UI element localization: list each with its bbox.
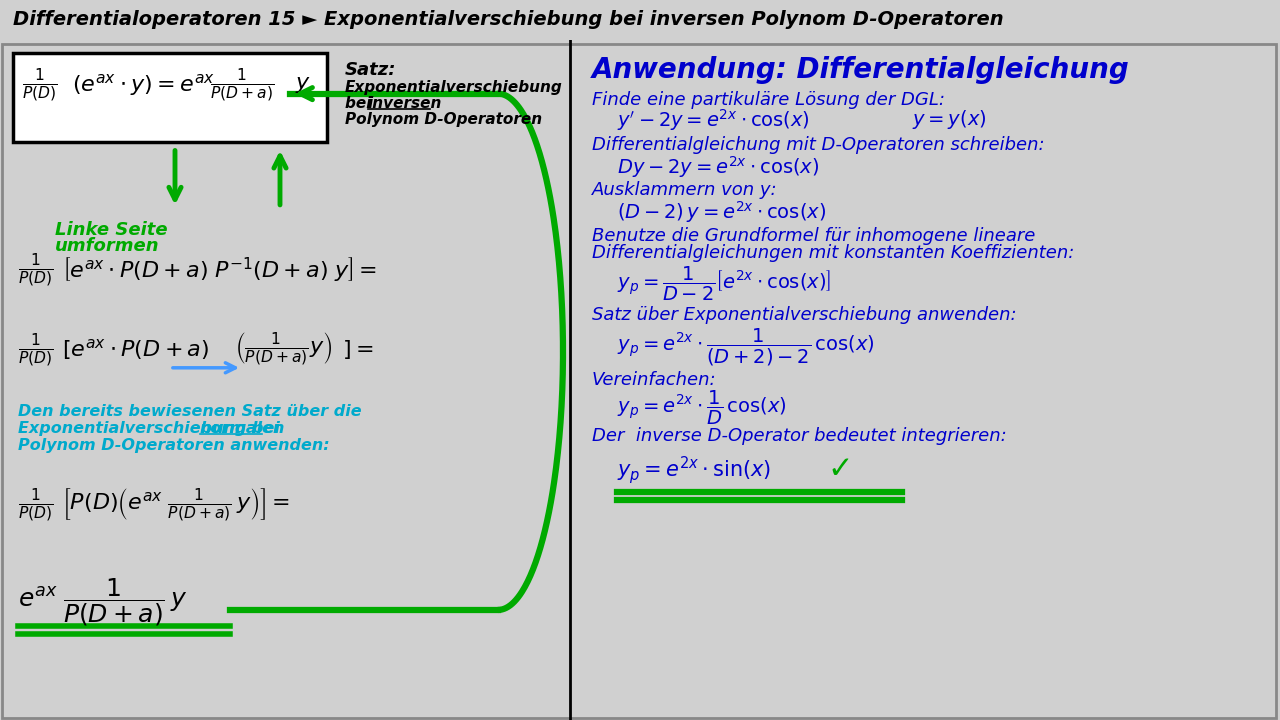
Text: Satz:: Satz:: [346, 60, 397, 78]
Text: $y = y(x)$: $y = y(x)$: [911, 108, 987, 131]
Text: umformen: umformen: [55, 237, 160, 255]
FancyBboxPatch shape: [13, 53, 326, 142]
Text: $\left.\right] =$: $\left.\right] =$: [342, 338, 374, 361]
Text: Vereinfachen:: Vereinfachen:: [591, 371, 717, 389]
Text: Exponentialverschiebung bei: Exponentialverschiebung bei: [18, 421, 285, 436]
Text: $(D - 2)\,y = e^{2x} \cdot \cos(x)$: $(D - 2)\,y = e^{2x} \cdot \cos(x)$: [617, 199, 826, 225]
Text: $\left[P(D)\left(e^{ax}\;\frac{1}{P(D+a)}\,y\right)\right] =$: $\left[P(D)\left(e^{ax}\;\frac{1}{P(D+a)…: [61, 486, 291, 523]
Text: bei: bei: [346, 96, 376, 111]
Text: $\left[e^{ax} \cdot P(D+a)\right.$: $\left[e^{ax} \cdot P(D+a)\right.$: [61, 337, 210, 362]
Text: $\left[e^{ax} \cdot P(D+a)\; P^{-1}(D+a)\; y\right] =$: $\left[e^{ax} \cdot P(D+a)\; P^{-1}(D+a)…: [61, 256, 378, 284]
Text: Der  inverse D-Operator bedeutet integrieren:: Der inverse D-Operator bedeutet integrie…: [591, 427, 1007, 445]
Text: $\frac{1}{P(D+a)}$: $\frac{1}{P(D+a)}$: [210, 66, 274, 104]
FancyArrowPatch shape: [173, 363, 236, 373]
Text: Polynom D-Operatoren: Polynom D-Operatoren: [346, 112, 543, 127]
Text: Differentialoperatoren 15 ► Exponentialverschiebung bei inversen Polynom D-Opera: Differentialoperatoren 15 ► Exponentialv…: [13, 10, 1004, 30]
Text: inversen: inversen: [369, 96, 443, 111]
Text: $\frac{1}{P(D)}$: $\frac{1}{P(D)}$: [18, 331, 54, 369]
Text: $y_p = \dfrac{1}{D-2}\left[e^{2x} \cdot \cos(x)\right]$: $y_p = \dfrac{1}{D-2}\left[e^{2x} \cdot …: [617, 265, 831, 303]
Text: $\left(e^{ax} \cdot y\right) = e^{ax}$: $\left(e^{ax} \cdot y\right) = e^{ax}$: [72, 71, 215, 98]
Text: $\frac{1}{P(D)}$: $\frac{1}{P(D)}$: [18, 486, 54, 523]
Text: Benutze die Grundformel für inhomogene lineare: Benutze die Grundformel für inhomogene l…: [591, 227, 1036, 245]
Text: Finde eine partikuläre Lösung der DGL:: Finde eine partikuläre Lösung der DGL:: [591, 91, 945, 109]
Text: $y$: $y$: [294, 75, 311, 94]
Text: Differentialgleichungen mit konstanten Koeffizienten:: Differentialgleichungen mit konstanten K…: [591, 244, 1074, 262]
Text: $y_p = e^{2x} \cdot \sin(x)$: $y_p = e^{2x} \cdot \sin(x)$: [617, 454, 772, 486]
Text: Differentialgleichung mit D-Operatoren schreiben:: Differentialgleichung mit D-Operatoren s…: [591, 135, 1044, 153]
Text: $Dy - 2y = e^{2x} \cdot \cos(x)$: $Dy - 2y = e^{2x} \cdot \cos(x)$: [617, 154, 819, 179]
Text: Anwendung: Differentialgleichung: Anwendung: Differentialgleichung: [591, 55, 1130, 84]
FancyArrowPatch shape: [274, 156, 287, 205]
Text: $y_p = e^{2x} \cdot \dfrac{1}{D}\,\cos(x)$: $y_p = e^{2x} \cdot \dfrac{1}{D}\,\cos(x…: [617, 389, 787, 427]
Text: ✓: ✓: [827, 455, 852, 485]
Text: $\frac{1}{P(D)}$: $\frac{1}{P(D)}$: [18, 251, 54, 289]
Text: $y_p = e^{2x} \cdot \dfrac{1}{(D+2)-2}\,\cos(x)$: $y_p = e^{2x} \cdot \dfrac{1}{(D+2)-2}\,…: [617, 328, 874, 369]
Text: $e^{ax}\;\dfrac{1}{P(D+a)}\,y$: $e^{ax}\;\dfrac{1}{P(D+a)}\,y$: [18, 576, 187, 628]
Text: Exponentialverschiebung: Exponentialverschiebung: [346, 80, 563, 95]
Text: Polynom D-Operatoren anwenden:: Polynom D-Operatoren anwenden:: [18, 438, 330, 454]
Text: normalen: normalen: [200, 421, 285, 436]
Text: $y' - 2y = e^{2x} \cdot \cos(x)$: $y' - 2y = e^{2x} \cdot \cos(x)$: [617, 107, 810, 132]
Text: Den bereits bewiesenen Satz über die: Den bereits bewiesenen Satz über die: [18, 405, 362, 419]
Text: Satz über Exponentialverschiebung anwenden:: Satz über Exponentialverschiebung anwend…: [591, 306, 1016, 324]
Text: $\frac{1}{P(D)}$: $\frac{1}{P(D)}$: [22, 66, 58, 104]
Text: $\left(\frac{1}{P(D+a)}y\right)$: $\left(\frac{1}{P(D+a)}y\right)$: [236, 331, 333, 369]
Text: Ausklammern von y:: Ausklammern von y:: [591, 181, 778, 199]
Text: Linke Seite: Linke Seite: [55, 221, 168, 239]
FancyArrowPatch shape: [169, 150, 180, 199]
